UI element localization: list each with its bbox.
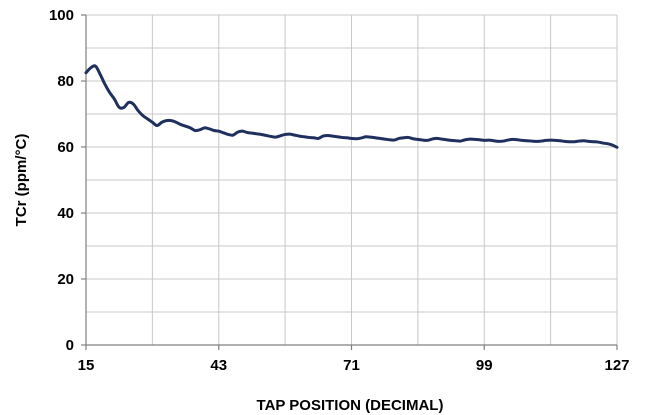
x-tick-label: 127 xyxy=(604,357,629,374)
y-tick-label: 40 xyxy=(57,205,74,222)
axes xyxy=(81,14,618,350)
y-tick-label: 80 xyxy=(57,73,74,90)
y-tick-label: 0 xyxy=(66,337,74,354)
series-line xyxy=(84,64,619,149)
y-tick-label: 60 xyxy=(57,139,74,156)
y-axis-title: TCr (ppm/°C) xyxy=(13,134,30,227)
x-tick-label: 15 xyxy=(78,357,95,374)
x-tick-label: 43 xyxy=(210,357,227,374)
grid-lines xyxy=(86,14,618,345)
x-tick-label: 71 xyxy=(343,357,360,374)
y-tick-labels: 0 20 40 60 80 100 xyxy=(49,7,74,354)
x-tick-label: 99 xyxy=(476,357,493,374)
series-group xyxy=(84,64,619,149)
x-axis-title: TAP POSITION (DECIMAL) xyxy=(257,397,444,414)
x-tick-labels: 15 43 71 99 127 xyxy=(78,357,630,374)
y-tick-label: 20 xyxy=(57,271,74,288)
y-tick-label: 100 xyxy=(49,7,74,24)
